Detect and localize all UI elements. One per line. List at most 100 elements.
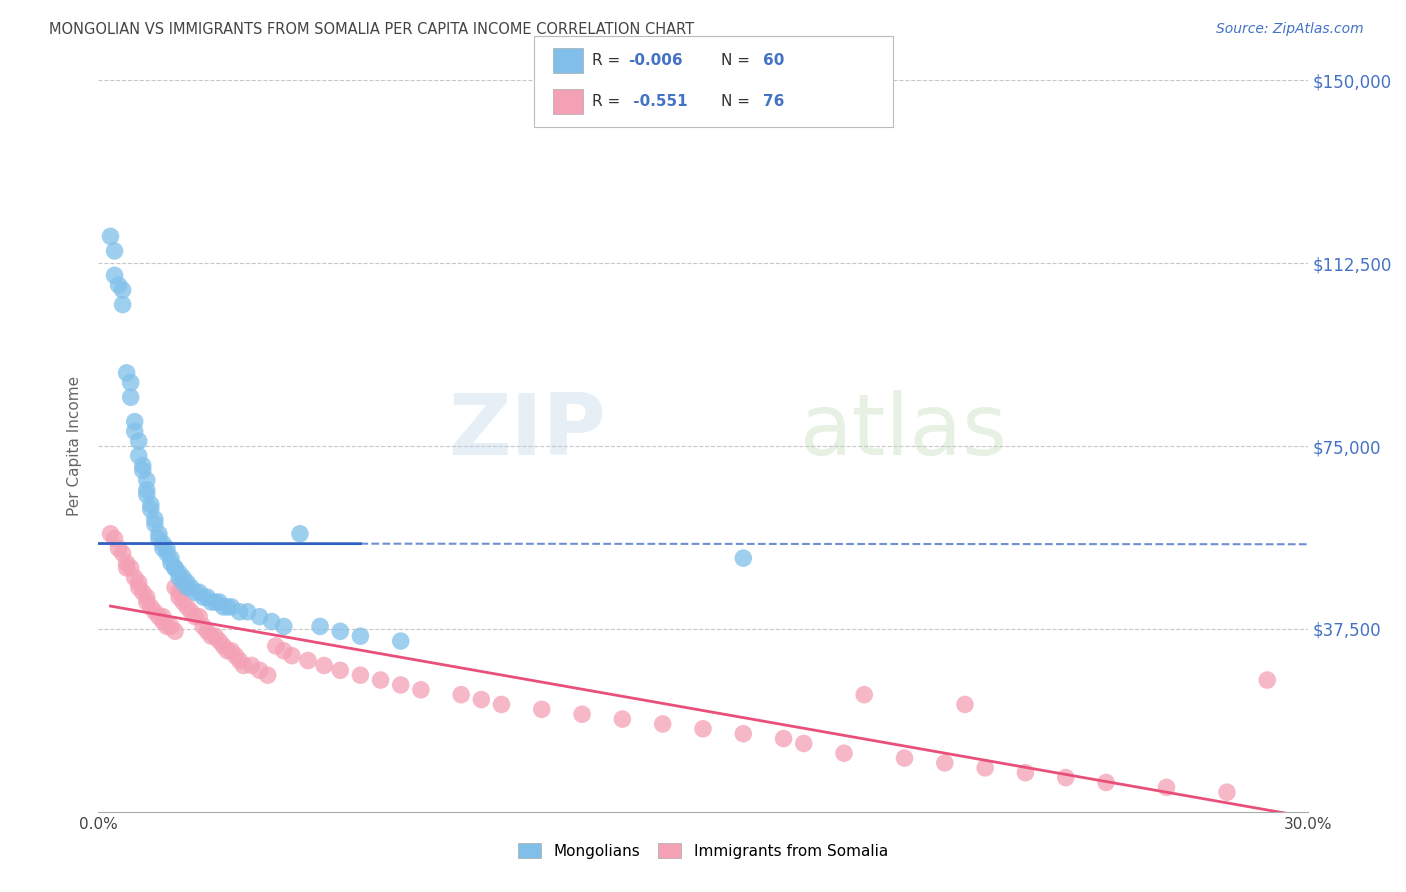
Point	[309, 619, 332, 633]
Point	[249, 663, 271, 677]
Point	[132, 463, 155, 477]
Point	[172, 575, 194, 590]
Point	[212, 599, 235, 614]
Point	[132, 458, 155, 473]
Point	[139, 502, 162, 516]
Point	[180, 581, 202, 595]
Point	[103, 268, 125, 283]
Point	[470, 692, 492, 706]
Point	[236, 605, 259, 619]
Point	[135, 483, 157, 497]
Text: Source: ZipAtlas.com: Source: ZipAtlas.com	[1216, 22, 1364, 37]
Point	[152, 541, 174, 556]
Point	[349, 629, 371, 643]
Text: R =: R =	[592, 95, 626, 109]
Point	[329, 624, 352, 639]
Text: -0.006: -0.006	[628, 54, 683, 68]
Point	[692, 722, 714, 736]
Point	[135, 590, 157, 604]
Point	[1216, 785, 1239, 799]
Point	[156, 546, 179, 560]
Point	[221, 599, 243, 614]
Point	[370, 673, 392, 687]
Point	[530, 702, 553, 716]
Y-axis label: Per Capita Income: Per Capita Income	[67, 376, 83, 516]
Point	[152, 536, 174, 550]
Point	[120, 561, 142, 575]
Point	[853, 688, 876, 702]
Text: atlas: atlas	[800, 390, 1008, 473]
Point	[188, 585, 211, 599]
Text: N =: N =	[721, 95, 755, 109]
Point	[128, 449, 150, 463]
Point	[217, 644, 239, 658]
Point	[160, 551, 183, 566]
Point	[193, 619, 215, 633]
Point	[124, 425, 146, 439]
Point	[139, 599, 162, 614]
Point	[273, 644, 295, 658]
Point	[111, 283, 134, 297]
Point	[124, 571, 146, 585]
Point	[349, 668, 371, 682]
Point	[212, 639, 235, 653]
Point	[974, 761, 997, 775]
Point	[200, 595, 222, 609]
Point	[200, 629, 222, 643]
Point	[128, 581, 150, 595]
Point	[148, 609, 170, 624]
Point	[389, 634, 412, 648]
Point	[733, 551, 755, 566]
Point	[409, 682, 432, 697]
Point	[208, 634, 231, 648]
Point	[260, 615, 283, 629]
Point	[128, 434, 150, 449]
Point	[1256, 673, 1278, 687]
Text: N =: N =	[721, 54, 755, 68]
Point	[184, 585, 207, 599]
Point	[160, 556, 183, 570]
Point	[195, 590, 218, 604]
Point	[156, 619, 179, 633]
Point	[160, 619, 183, 633]
Point	[100, 526, 122, 541]
Text: R =: R =	[592, 54, 626, 68]
Point	[221, 644, 243, 658]
Point	[188, 609, 211, 624]
Point	[163, 624, 186, 639]
Point	[232, 658, 254, 673]
Point	[832, 746, 855, 760]
Point	[103, 532, 125, 546]
Point	[176, 575, 198, 590]
Point	[228, 605, 250, 619]
Point	[793, 736, 815, 750]
Point	[651, 717, 673, 731]
Point	[195, 624, 218, 639]
Point	[124, 415, 146, 429]
Point	[772, 731, 794, 746]
Point	[934, 756, 956, 770]
Text: MONGOLIAN VS IMMIGRANTS FROM SOMALIA PER CAPITA INCOME CORRELATION CHART: MONGOLIAN VS IMMIGRANTS FROM SOMALIA PER…	[49, 22, 695, 37]
Point	[208, 595, 231, 609]
Point	[139, 498, 162, 512]
Point	[120, 390, 142, 404]
Point	[128, 575, 150, 590]
Point	[491, 698, 513, 712]
Point	[172, 571, 194, 585]
Point	[176, 599, 198, 614]
Point	[389, 678, 412, 692]
Legend: Mongolians, Immigrants from Somalia: Mongolians, Immigrants from Somalia	[510, 835, 896, 866]
Point	[217, 599, 239, 614]
Point	[167, 585, 190, 599]
Point	[107, 541, 129, 556]
Point	[148, 532, 170, 546]
Point	[224, 648, 246, 663]
Point	[143, 512, 166, 526]
Point	[167, 571, 190, 585]
Point	[115, 366, 138, 380]
Point	[167, 590, 190, 604]
Point	[281, 648, 304, 663]
Point	[893, 751, 915, 765]
Point	[172, 595, 194, 609]
Point	[132, 585, 155, 599]
